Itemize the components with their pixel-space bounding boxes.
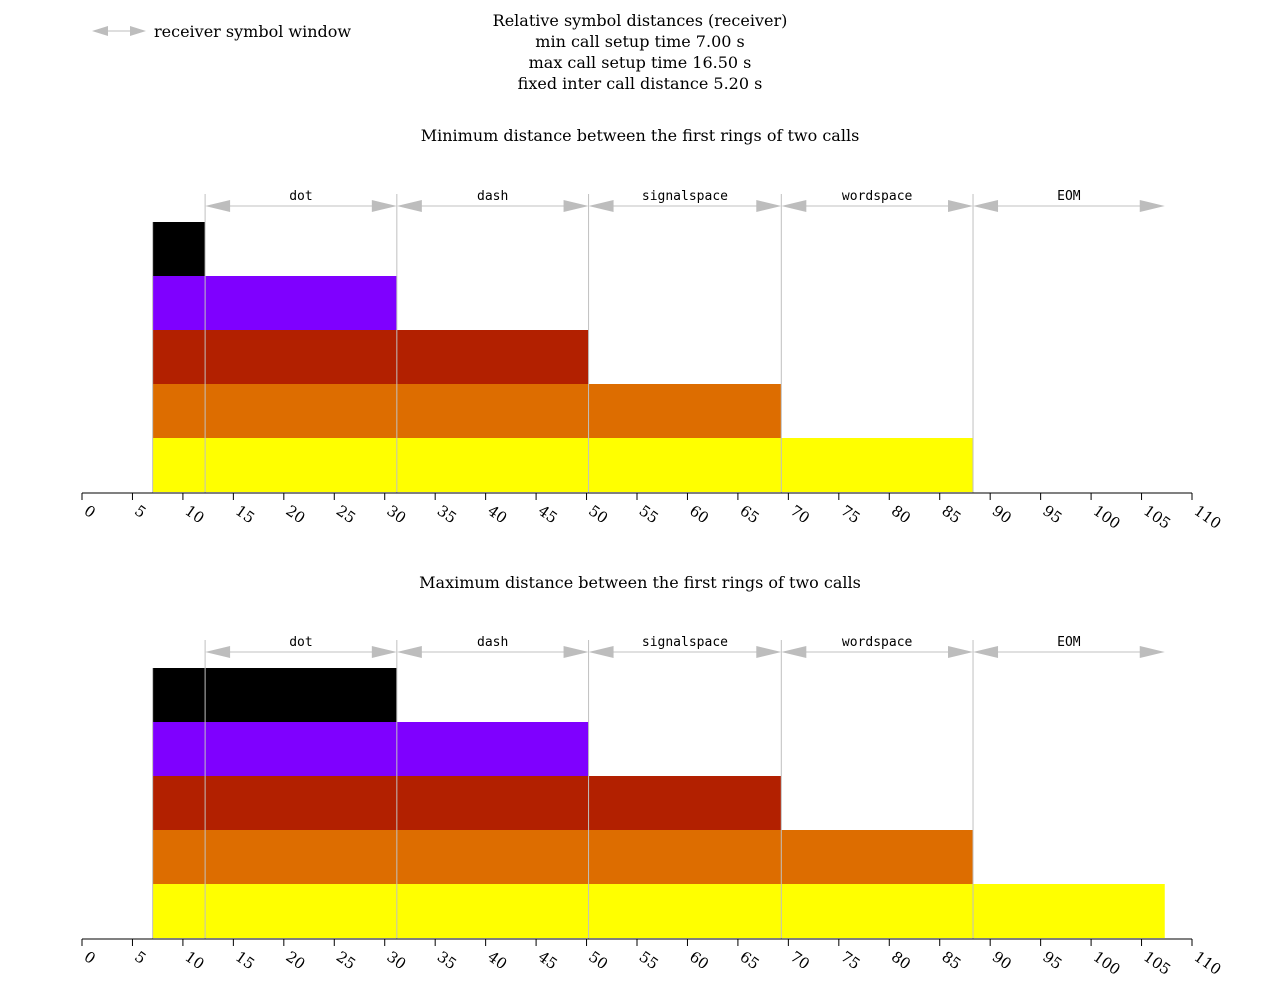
x-tick-label: 90	[989, 948, 1015, 974]
segment-arrow-left	[205, 646, 231, 658]
bar-5	[152, 438, 974, 492]
segment-arrow-right	[1139, 646, 1165, 658]
x-tick-label: 55	[636, 948, 662, 974]
x-tick-label: 105	[1140, 948, 1174, 979]
segment-arrow-left	[973, 646, 999, 658]
segment-arrow-left	[588, 200, 614, 212]
x-tick-label: 75	[838, 502, 864, 528]
bar-4	[152, 830, 974, 884]
segment-arrow-right	[948, 646, 974, 658]
x-tick-label: 90	[989, 502, 1015, 528]
legend: receiver symbol window	[92, 20, 351, 42]
x-tick-label: 100	[1090, 502, 1124, 533]
x-tick-label: 40	[484, 502, 510, 528]
x-tick-label: 75	[838, 948, 864, 974]
segment-arrow-right	[563, 646, 589, 658]
bar-3	[152, 330, 589, 384]
header-min-setup: min call setup time 7.00 s	[535, 32, 745, 51]
segment-label: dash	[477, 189, 508, 204]
x-tick-label: 35	[434, 948, 460, 974]
x-tick-label: 85	[938, 948, 964, 974]
x-tick-label: 80	[888, 502, 914, 528]
segment-label: wordspace	[842, 189, 913, 204]
segment-arrow-right	[948, 200, 974, 212]
segment-arrow-left	[588, 646, 614, 658]
segment-label: dot	[289, 635, 312, 650]
segment-label: wordspace	[842, 635, 913, 650]
header-max-setup: max call setup time 16.50 s	[528, 53, 752, 72]
x-tick-label: 110	[1191, 502, 1225, 533]
segment-arrow-right	[756, 200, 782, 212]
segment-arrow-right	[371, 200, 397, 212]
chart-title: Minimum distance between the first rings…	[421, 126, 860, 145]
x-tick-label: 95	[1039, 502, 1065, 528]
x-tick-label: 20	[283, 502, 309, 528]
segment-arrow-right	[756, 646, 782, 658]
x-tick-label: 10	[182, 502, 208, 528]
x-tick-label: 60	[686, 948, 712, 974]
x-tick-label: 50	[585, 502, 611, 528]
x-tick-label: 0	[81, 502, 99, 522]
segment-arrow-right	[1139, 200, 1165, 212]
x-tick-label: 100	[1090, 948, 1124, 979]
x-tick-label: 45	[535, 948, 561, 974]
x-tick-label: 95	[1039, 948, 1065, 974]
legend-label: receiver symbol window	[154, 21, 352, 41]
x-tick-label: 5	[131, 502, 149, 522]
bar-2	[152, 722, 589, 776]
bar-2	[152, 276, 397, 330]
segment-arrow-left	[205, 200, 231, 212]
segment-label: signalspace	[642, 635, 728, 650]
x-tick-label: 0	[81, 948, 99, 968]
segment-arrow-left	[973, 200, 999, 212]
x-tick-label: 110	[1191, 948, 1225, 979]
segment-arrow-left	[781, 646, 807, 658]
x-tick-label: 10	[182, 948, 208, 974]
x-tick-label: 45	[535, 502, 561, 528]
header-title: Relative symbol distances (receiver)	[492, 11, 788, 30]
x-tick-label: 70	[787, 948, 813, 974]
bar-3	[152, 776, 782, 830]
x-tick-label: 85	[938, 502, 964, 528]
header: Relative symbol distances (receiver) min…	[0, 10, 1280, 94]
segment-arrow-left	[396, 200, 422, 212]
x-tick-label: 60	[686, 502, 712, 528]
x-tick-label: 15	[232, 948, 258, 974]
segment-label: signalspace	[642, 189, 728, 204]
bar-4	[152, 384, 782, 438]
x-tick-label: 15	[232, 502, 258, 528]
segment-arrow-left	[396, 646, 422, 658]
double-arrow-icon	[92, 26, 146, 36]
x-tick-label: 55	[636, 502, 662, 528]
bar-5	[152, 884, 1165, 938]
x-tick-label: 25	[333, 948, 359, 974]
x-tick-label: 65	[737, 948, 763, 974]
segment-arrow-left	[781, 200, 807, 212]
header-inter-call: fixed inter call distance 5.20 s	[517, 74, 763, 93]
bar-1	[152, 668, 397, 722]
bar-1	[152, 222, 206, 276]
segment-label: EOM	[1057, 635, 1081, 650]
x-tick-label: 80	[888, 948, 914, 974]
x-tick-label: 50	[585, 948, 611, 974]
x-tick-label: 65	[737, 502, 763, 528]
x-tick-label: 20	[283, 948, 309, 974]
segment-label: EOM	[1057, 189, 1081, 204]
x-tick-label: 30	[383, 502, 409, 528]
x-tick-label: 105	[1140, 502, 1174, 533]
x-tick-label: 25	[333, 502, 359, 528]
x-tick-label: 35	[434, 502, 460, 528]
segment-arrow-right	[563, 200, 589, 212]
chart-title: Maximum distance between the first rings…	[419, 573, 861, 592]
segment-label: dash	[477, 635, 508, 650]
x-tick-label: 30	[383, 948, 409, 974]
segment-arrow-right	[371, 646, 397, 658]
segment-label: dot	[289, 189, 312, 204]
x-tick-label: 70	[787, 502, 813, 528]
x-tick-label: 5	[131, 948, 149, 968]
x-tick-label: 40	[484, 948, 510, 974]
